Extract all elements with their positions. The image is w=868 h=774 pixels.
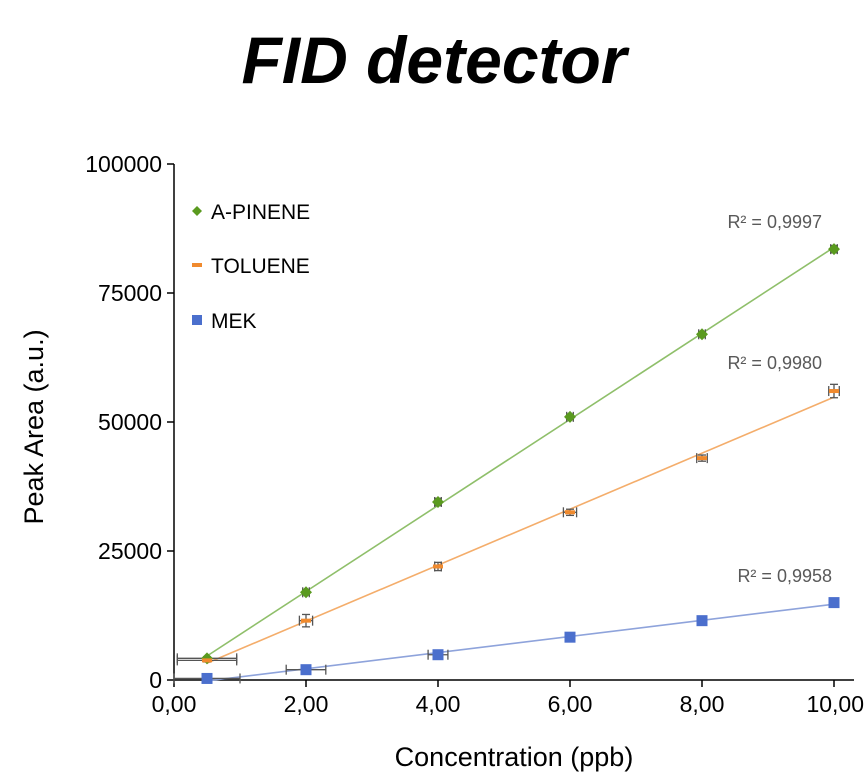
data-point-toluene [829,389,839,394]
legend-label: A-PINENE [211,201,310,224]
y-tick-label: 100000 [85,151,162,177]
data-point-toluene [565,510,575,515]
data-point-mek [300,664,312,676]
data-point-mek [201,672,213,684]
x-axis-label: Concentration (ppb) [395,742,634,772]
legend-label: TOLUENE [211,255,310,278]
r2-label-toluene: R² = 0,9980 [727,353,822,373]
legend-label: MEK [211,310,257,333]
data-point-toluene [433,564,443,569]
trendline-a-pinene [206,246,835,657]
y-tick-label: 25000 [98,538,162,564]
data-point-toluene [202,658,212,663]
r2-label-mek: R² = 0,9958 [737,566,832,586]
r2-label-a-pinene: R² = 0,9997 [727,212,822,232]
data-point-mek [564,631,576,643]
x-tick-label: 0,00 [152,691,197,717]
x-tick-label: 6,00 [548,691,593,717]
legend-marker [192,206,202,216]
data-point-a-pinene [828,243,840,256]
x-tick-label: 10,00 [806,691,864,717]
data-point-a-pinene [432,495,444,508]
data-point-mek [828,597,840,609]
data-point-mek [696,615,708,627]
y-tick-label: 0 [149,667,162,693]
data-point-mek [432,649,444,661]
chart-title: FID detector [241,23,627,97]
x-tick-label: 2,00 [284,691,329,717]
data-point-a-pinene [564,410,576,423]
x-tick-label: 4,00 [416,691,461,717]
legend-item-mek: MEK [192,310,257,333]
legend-marker [192,315,202,325]
data-point-a-pinene [696,328,708,341]
data-point-toluene [301,618,311,623]
legend-marker [192,263,202,267]
y-axis-label: Peak Area (a.u.) [19,329,49,524]
legend-item-toluene: TOLUENE [192,255,310,278]
trendline-toluene [206,396,835,664]
data-point-toluene [697,456,707,461]
y-tick-label: 75000 [98,280,162,306]
y-tick-label: 50000 [98,409,162,435]
x-tick-label: 8,00 [680,691,725,717]
legend-item-a-pinene: A-PINENE [192,201,310,224]
data-point-a-pinene [300,586,312,599]
